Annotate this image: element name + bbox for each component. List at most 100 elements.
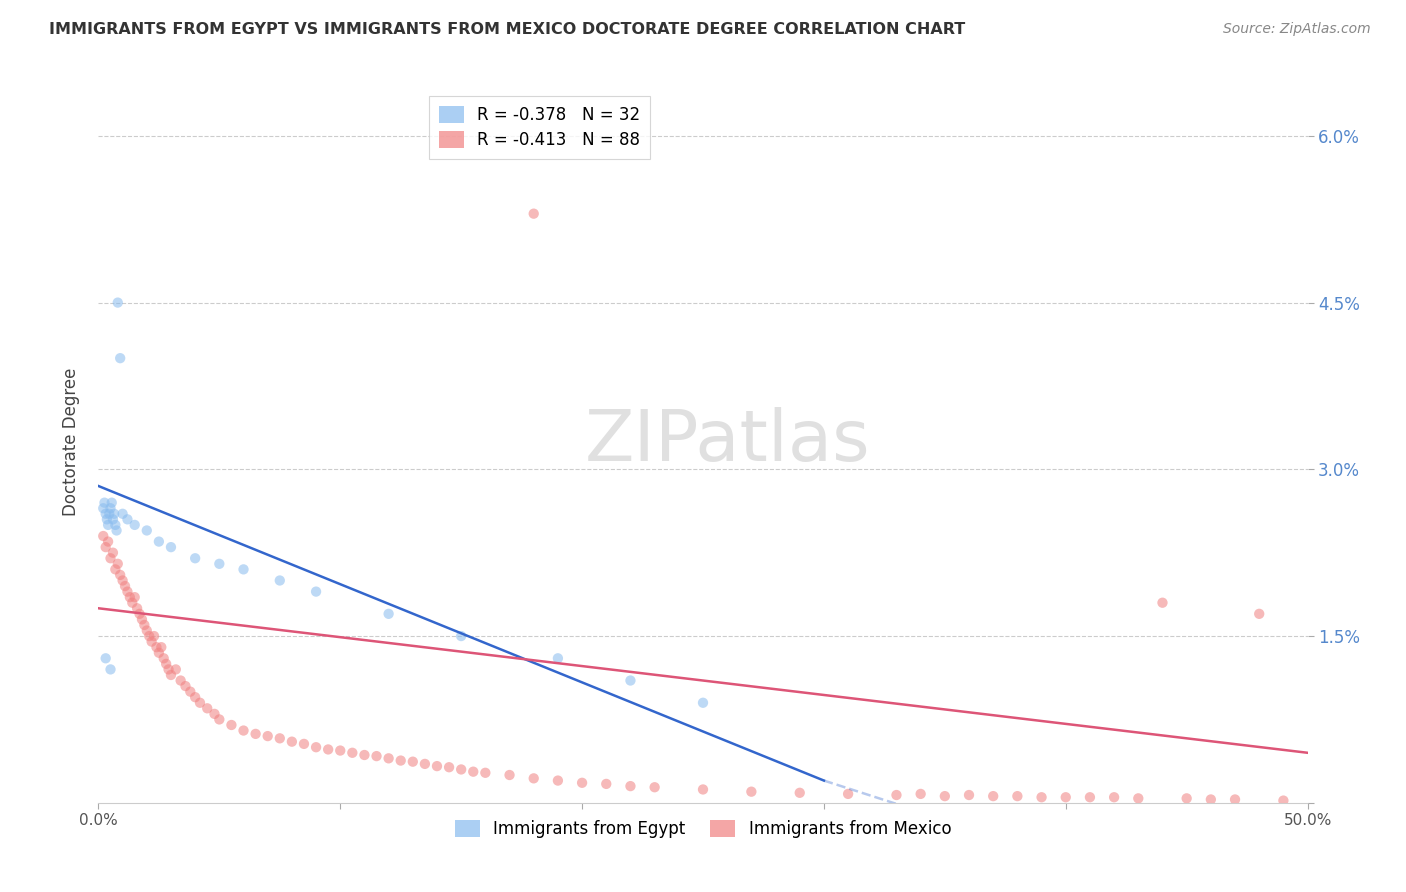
Point xyxy=(437,760,460,774)
Point xyxy=(232,562,254,576)
Point xyxy=(108,568,131,582)
Point xyxy=(104,562,127,576)
Point xyxy=(269,731,291,746)
Point xyxy=(269,574,291,588)
Point xyxy=(160,668,183,682)
Point xyxy=(94,507,117,521)
Point xyxy=(1223,792,1246,806)
Point xyxy=(692,696,714,710)
Point xyxy=(204,706,226,721)
Point xyxy=(1007,789,1029,804)
Point xyxy=(148,534,170,549)
Point xyxy=(1152,596,1174,610)
Point xyxy=(413,756,436,771)
Point xyxy=(547,651,569,665)
Point xyxy=(547,773,569,788)
Point xyxy=(353,747,375,762)
Point xyxy=(100,496,122,510)
Point xyxy=(145,640,167,655)
Point xyxy=(101,512,124,526)
Point xyxy=(402,755,425,769)
Point xyxy=(1272,794,1295,808)
Point xyxy=(143,629,166,643)
Point xyxy=(152,651,174,665)
Point xyxy=(329,743,352,757)
Point xyxy=(184,551,207,566)
Point xyxy=(100,501,122,516)
Legend: Immigrants from Egypt, Immigrants from Mexico: Immigrants from Egypt, Immigrants from M… xyxy=(449,814,957,845)
Point xyxy=(100,551,122,566)
Point xyxy=(97,517,120,532)
Point xyxy=(281,734,304,748)
Point xyxy=(160,540,183,554)
Point xyxy=(789,786,811,800)
Point xyxy=(644,780,666,795)
Point xyxy=(124,517,146,532)
Point xyxy=(886,788,908,802)
Point xyxy=(256,729,278,743)
Point xyxy=(169,673,191,688)
Point xyxy=(692,782,714,797)
Point xyxy=(426,759,449,773)
Point xyxy=(98,507,121,521)
Point xyxy=(138,629,160,643)
Point xyxy=(107,295,129,310)
Point xyxy=(117,584,139,599)
Point xyxy=(188,696,211,710)
Text: ZIPatlas: ZIPatlas xyxy=(585,407,870,476)
Point xyxy=(1175,791,1198,805)
Point xyxy=(150,640,173,655)
Point xyxy=(595,777,617,791)
Point xyxy=(910,787,932,801)
Point xyxy=(1199,792,1222,806)
Point xyxy=(91,529,114,543)
Point xyxy=(131,612,153,626)
Point xyxy=(103,507,125,521)
Point xyxy=(305,740,328,755)
Point xyxy=(450,629,472,643)
Point xyxy=(135,524,157,538)
Point xyxy=(316,742,339,756)
Point xyxy=(93,496,115,510)
Point xyxy=(117,512,139,526)
Point xyxy=(474,765,496,780)
Point xyxy=(101,546,124,560)
Point xyxy=(118,590,141,604)
Point xyxy=(179,684,201,698)
Point xyxy=(174,679,197,693)
Point xyxy=(232,723,254,738)
Point xyxy=(94,540,117,554)
Point xyxy=(134,618,156,632)
Point xyxy=(740,785,762,799)
Point xyxy=(111,507,134,521)
Point xyxy=(1249,607,1271,621)
Point xyxy=(292,737,315,751)
Point xyxy=(934,789,956,804)
Point xyxy=(135,624,157,638)
Point xyxy=(221,718,243,732)
Point xyxy=(165,662,187,676)
Point xyxy=(97,534,120,549)
Point xyxy=(128,607,150,621)
Point xyxy=(208,557,231,571)
Y-axis label: Doctorate Degree: Doctorate Degree xyxy=(62,368,80,516)
Point xyxy=(155,657,177,671)
Point xyxy=(377,607,399,621)
Point xyxy=(1031,790,1053,805)
Point xyxy=(1054,790,1077,805)
Point xyxy=(523,207,546,221)
Point xyxy=(245,727,267,741)
Point xyxy=(463,764,485,779)
Point xyxy=(114,579,136,593)
Point xyxy=(111,574,134,588)
Point xyxy=(148,646,170,660)
Point xyxy=(124,590,146,604)
Point xyxy=(107,557,129,571)
Point xyxy=(342,746,364,760)
Point xyxy=(619,673,641,688)
Point xyxy=(389,754,412,768)
Text: Source: ZipAtlas.com: Source: ZipAtlas.com xyxy=(1223,22,1371,37)
Point xyxy=(1128,791,1150,805)
Point xyxy=(523,772,546,786)
Point xyxy=(305,584,328,599)
